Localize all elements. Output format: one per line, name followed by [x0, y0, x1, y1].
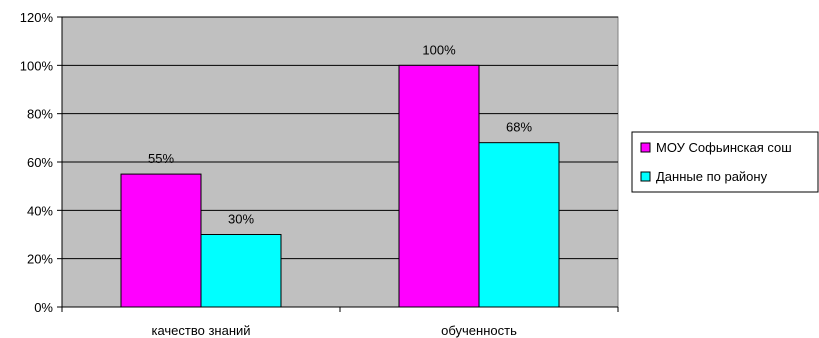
data-label: 55% — [148, 151, 174, 166]
data-label: 30% — [228, 212, 254, 227]
y-axis: 0% 20% 40% 60% 80% 100% 120% — [20, 10, 63, 315]
legend-label: Данные по району — [656, 169, 768, 184]
bar — [200, 234, 282, 308]
data-labels: 55% 30% 100% 68% — [148, 42, 532, 226]
bar — [120, 173, 202, 308]
legend-swatch — [640, 142, 651, 153]
data-label: 100% — [422, 42, 456, 57]
legend: МОУ Софьинская сош Данные по району — [631, 131, 819, 193]
y-tick-label: 40% — [27, 203, 53, 218]
y-tick-label: 80% — [27, 107, 53, 122]
legend-swatch — [640, 171, 651, 182]
bar — [478, 142, 560, 308]
legend-label: МОУ Софьинская сош — [656, 140, 792, 155]
y-tick-label: 60% — [27, 155, 53, 170]
bars — [120, 64, 560, 308]
y-tick-label: 0% — [34, 300, 53, 315]
data-label: 68% — [506, 120, 532, 135]
x-axis: качество знаний обученность — [57, 306, 619, 338]
y-tick-label: 100% — [20, 58, 54, 73]
y-tick-label: 20% — [27, 252, 53, 267]
x-category-label: качество знаний — [151, 323, 250, 338]
x-category-label: обученность — [441, 323, 517, 338]
legend-box — [631, 131, 819, 193]
y-tick-label: 120% — [20, 10, 54, 25]
bar — [398, 64, 480, 308]
